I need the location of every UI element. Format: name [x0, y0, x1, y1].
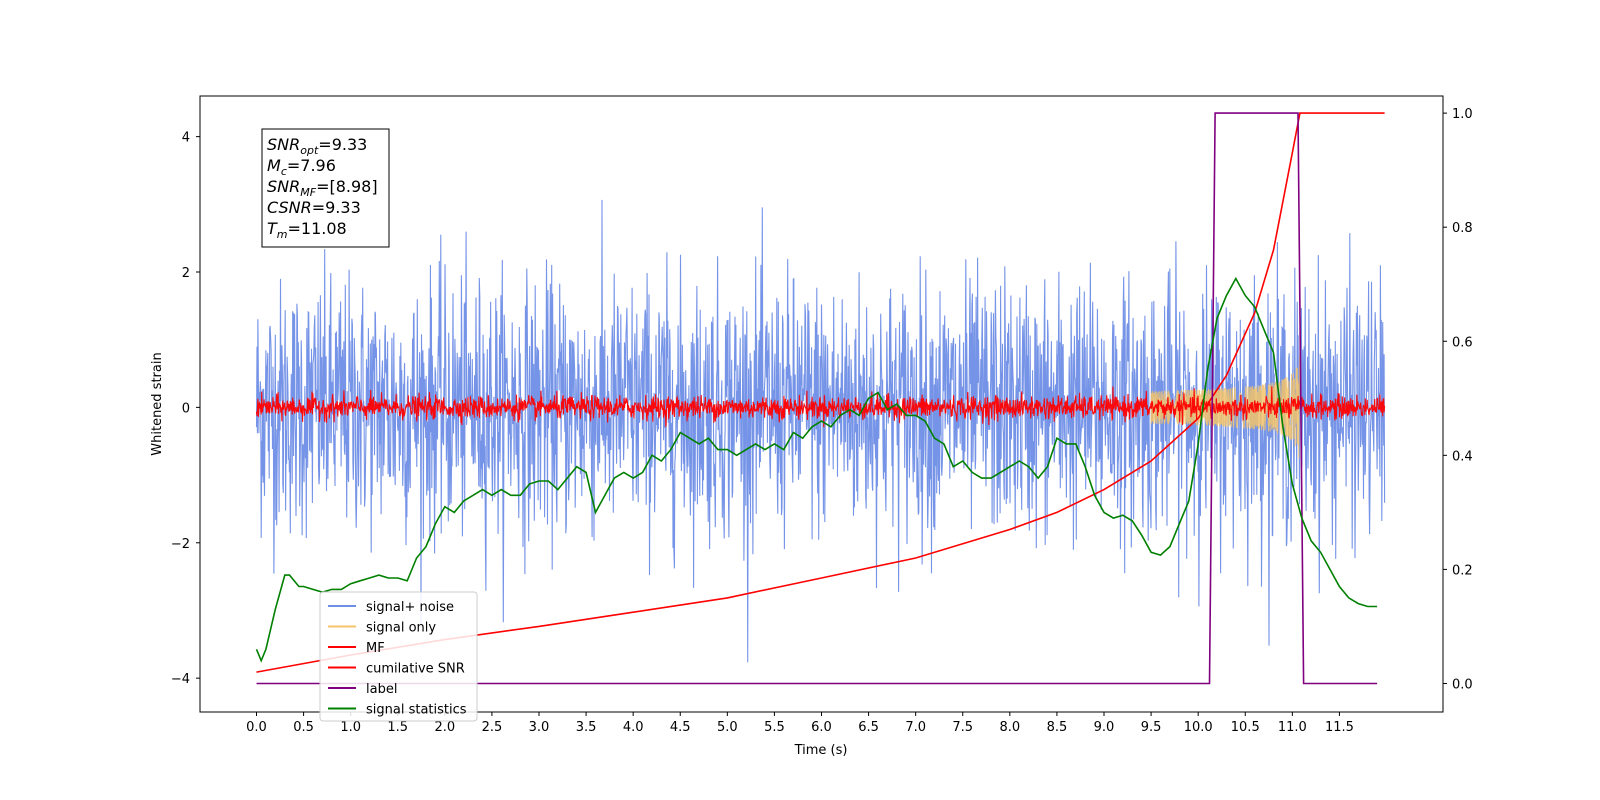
left-y-tick-label: 0 — [182, 401, 190, 416]
right-y-tick-label: 0.2 — [1452, 563, 1473, 578]
x-tick-label: 4.0 — [623, 720, 644, 735]
info-box-frame — [261, 128, 390, 248]
x-tick-label: 9.0 — [1094, 720, 1115, 735]
legend-label-signal-statistics: signal statistics — [366, 703, 467, 718]
left-y-tick-label: 4 — [182, 131, 190, 146]
right-y-tick-label: 0.6 — [1452, 335, 1473, 350]
legend-label-mf: MF — [366, 641, 385, 656]
info-tm: Tm=11.08 — [267, 219, 347, 241]
x-tick-label: 7.0 — [905, 720, 926, 735]
legend-label-signal-only: signal only — [366, 621, 436, 636]
info-csnr: CSNR=9.33 — [267, 198, 361, 217]
x-axis-ticks: 0.0 0.5 1.0 1.5 2.0 2.5 3.0 3.5 4.0 4.5 5.0 5.5 6.0 6… — [246, 712, 1354, 735]
x-tick-label: 1.0 — [340, 720, 361, 735]
series-layer — [255, 112, 1386, 685]
info-snr-opt: SNRopt=9.33 — [267, 135, 367, 157]
x-tick-label: 6.0 — [811, 720, 832, 735]
x-axis-label: Time (s) — [794, 743, 848, 758]
x-tick-label: 7.5 — [952, 720, 973, 735]
series-signal-statistics — [255, 276, 1378, 663]
x-tick-label: 10.5 — [1231, 720, 1260, 735]
legend-items: signal+ noise signal only MF cumilative SNR… — [328, 600, 467, 718]
y-axis-label: Whitened strain — [150, 352, 165, 455]
x-tick-label: 5.5 — [764, 720, 785, 735]
x-tick-label: 3.0 — [529, 720, 550, 735]
info-box: SNRopt=9.33 Mc=7.96 SNRMF=[8.98] CSNR=9.… — [261, 128, 390, 248]
info-mc: Mc=7.96 — [267, 156, 336, 178]
x-tick-label: 1.5 — [387, 720, 408, 735]
x-tick-label: 8.0 — [999, 720, 1020, 735]
right-y-tick-label: 1.0 — [1452, 107, 1473, 122]
right-y-tick-label: 0.8 — [1452, 221, 1473, 236]
series-cumilative-snr — [256, 112, 1385, 673]
x-tick-label: 0.0 — [246, 720, 267, 735]
x-tick-label: 4.5 — [670, 720, 691, 735]
left-y-axis-ticks: 4 2 0 −2 −4 — [171, 131, 200, 687]
left-y-tick-label: −4 — [171, 672, 190, 687]
series-label — [256, 112, 1378, 685]
right-y-tick-label: 0.4 — [1452, 449, 1473, 464]
left-y-tick-label: −2 — [171, 537, 190, 552]
legend-label-label: label — [366, 682, 397, 697]
x-tick-label: 0.5 — [293, 720, 314, 735]
x-tick-label: 2.0 — [434, 720, 455, 735]
legend-frame — [319, 591, 478, 722]
right-y-tick-label: 0.0 — [1452, 677, 1473, 692]
legend-label-cumilative-snr: cumilative SNR — [366, 662, 465, 677]
x-tick-label: 10.0 — [1184, 720, 1213, 735]
x-tick-label: 9.5 — [1141, 720, 1162, 735]
info-snr-mf: SNRMF=[8.98] — [267, 177, 378, 199]
right-y-axis-ticks: 1.0 0.8 0.6 0.4 0.2 0.0 — [1443, 107, 1473, 692]
x-tick-label: 2.5 — [482, 720, 503, 735]
legend-label-signal-noise: signal+ noise — [366, 600, 454, 615]
x-tick-label: 6.5 — [858, 720, 879, 735]
x-tick-label: 5.0 — [717, 720, 738, 735]
x-tick-label: 3.5 — [576, 720, 597, 735]
x-tick-label: 11.5 — [1325, 720, 1354, 735]
series-signal-noise — [255, 199, 1386, 663]
left-y-tick-label: 2 — [182, 266, 190, 281]
x-tick-label: 11.0 — [1278, 720, 1307, 735]
legend: signal+ noise signal only MF cumilative SNR… — [319, 591, 478, 722]
x-tick-label: 8.5 — [1047, 720, 1068, 735]
